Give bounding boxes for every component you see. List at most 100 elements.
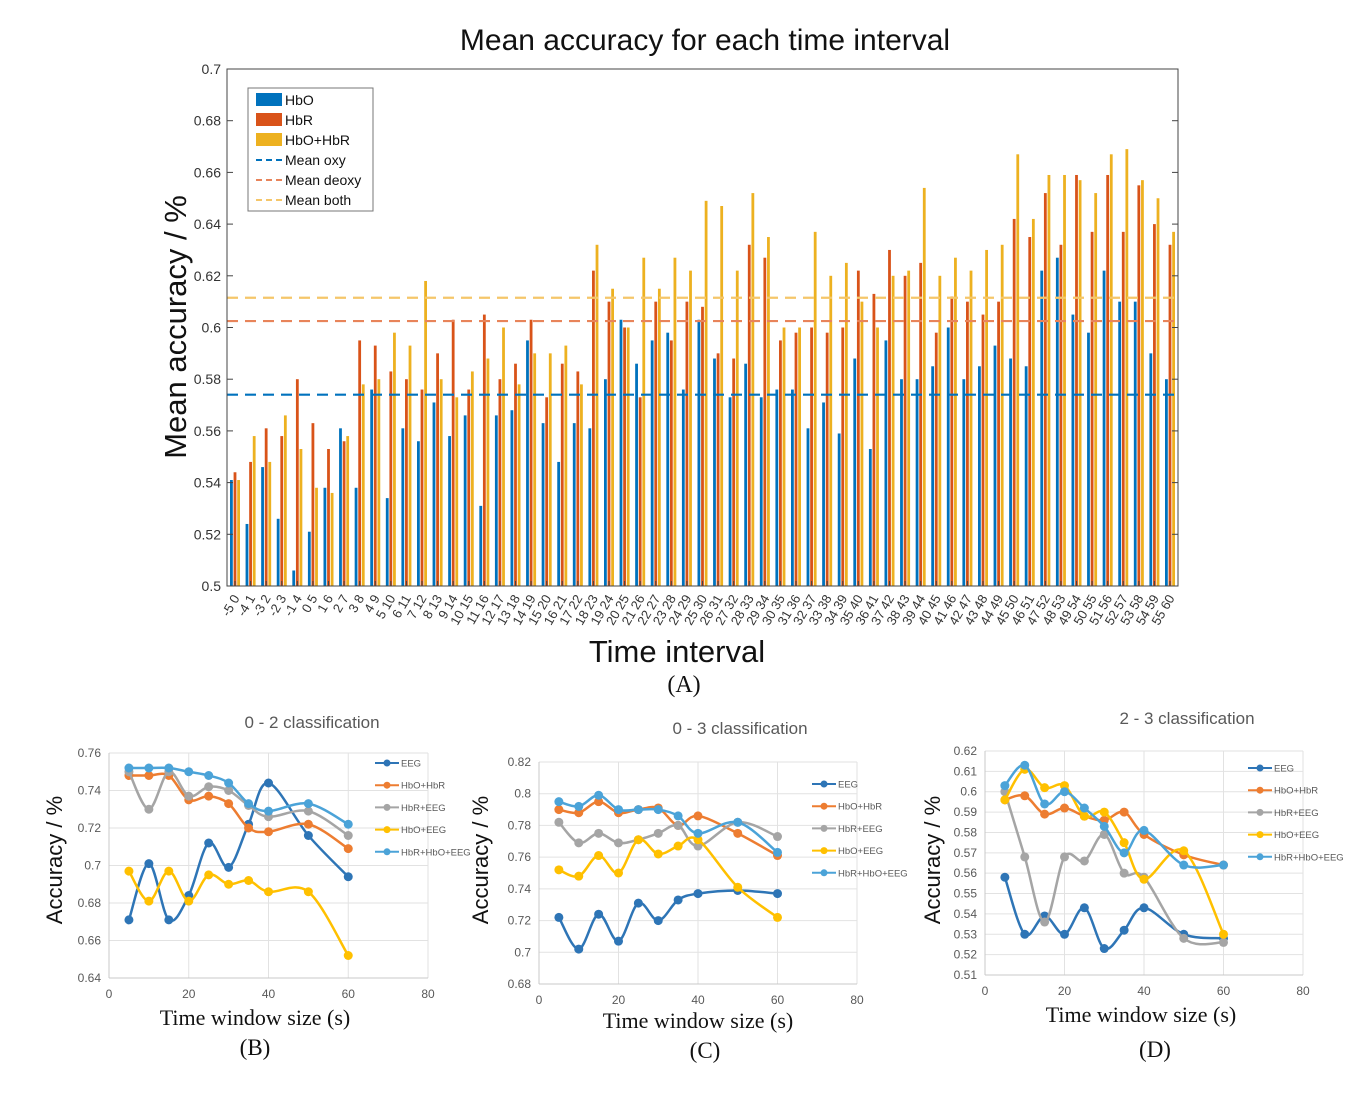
data-point	[303, 887, 313, 897]
data-point	[1099, 821, 1109, 831]
bar	[339, 428, 342, 586]
bar	[907, 270, 911, 586]
bar	[1125, 149, 1129, 586]
bar	[1090, 231, 1094, 587]
bar	[436, 353, 439, 586]
x-tick-label: 0	[982, 984, 989, 998]
y-tick-label: 0.51	[954, 968, 978, 982]
bar	[716, 353, 720, 586]
legend-label: HbR	[285, 112, 313, 128]
bar	[884, 340, 888, 586]
bar	[342, 441, 346, 586]
bar	[323, 487, 327, 586]
bar	[245, 523, 249, 586]
chart-a: Mean accuracy for each time interval 0.5 0…	[158, 24, 1179, 698]
panel-label: (A)	[667, 672, 700, 698]
data-point	[343, 819, 353, 829]
y-tick-label: 0.53	[954, 927, 978, 941]
series-line	[127, 869, 350, 957]
legend-box	[247, 87, 374, 212]
bar	[747, 244, 751, 586]
bar	[249, 461, 252, 586]
data-point	[244, 799, 254, 809]
bar	[1133, 301, 1137, 586]
bar	[517, 384, 521, 586]
bar	[997, 301, 1000, 586]
data-point	[1079, 811, 1089, 821]
y-axis-label: Accuracy / %	[920, 796, 945, 924]
bar	[626, 327, 630, 586]
data-point	[184, 791, 194, 801]
bar	[560, 363, 564, 586]
data-point	[1119, 868, 1129, 878]
y-tick-label: 0.74	[508, 882, 532, 896]
y-tick-label: 0.82	[508, 755, 532, 769]
bar	[806, 428, 810, 586]
y-axis-label: Accuracy / %	[468, 796, 493, 924]
bar	[915, 379, 919, 586]
y-tick-label: 0.76	[508, 850, 532, 864]
data-point	[733, 882, 743, 892]
data-point	[673, 841, 683, 851]
bar	[903, 275, 907, 586]
data-point	[184, 896, 194, 906]
series-line	[558, 836, 779, 919]
bar	[432, 402, 436, 586]
x-axis-label: Time interval	[589, 634, 765, 669]
legend-marker	[820, 824, 828, 832]
data-point	[144, 763, 154, 773]
bar	[315, 487, 318, 586]
data-point	[1119, 925, 1129, 935]
data-point	[1079, 803, 1089, 813]
data-point	[343, 831, 353, 840]
bar	[327, 448, 330, 586]
bar	[825, 332, 829, 586]
bar	[408, 345, 412, 586]
bar	[576, 371, 580, 586]
bar	[685, 301, 689, 586]
data-point	[653, 916, 663, 926]
series-line	[1003, 763, 1224, 869]
bar	[868, 448, 872, 586]
data-point	[614, 868, 623, 878]
bar	[666, 332, 670, 586]
y-tick-label: 0.8	[514, 787, 531, 801]
data-point	[144, 804, 154, 814]
data-point	[574, 944, 584, 954]
line-series-eeg	[1000, 872, 1228, 954]
data-point	[554, 865, 564, 875]
data-point	[1040, 917, 1050, 927]
line-series-hbo-hbr	[1000, 791, 1228, 870]
data-point	[1060, 852, 1069, 862]
data-point	[144, 859, 154, 869]
bar	[268, 461, 272, 586]
data-point	[1219, 937, 1228, 947]
bar	[463, 415, 467, 586]
bar	[479, 505, 483, 586]
bar-series-hbr	[233, 174, 1172, 587]
x-tick-label: 60	[342, 987, 356, 1001]
series-line	[557, 889, 778, 951]
bar	[592, 270, 595, 586]
data-point	[224, 786, 234, 795]
bar	[533, 353, 537, 586]
bar	[252, 436, 256, 586]
bar	[860, 301, 864, 586]
bar	[794, 332, 798, 586]
bar	[654, 301, 658, 586]
data-point	[554, 805, 564, 815]
legend-marker	[1256, 808, 1264, 816]
legend-label: Mean deoxy	[285, 172, 361, 188]
bar	[767, 237, 770, 586]
data-point	[343, 844, 353, 854]
data-point	[594, 797, 604, 807]
data-point	[773, 889, 782, 899]
data-point	[1119, 807, 1129, 817]
x-tick-label: 40	[1137, 984, 1151, 998]
bar	[1078, 180, 1082, 586]
data-point	[1099, 829, 1109, 839]
bar	[763, 257, 767, 586]
data-point	[633, 898, 643, 908]
data-point	[204, 771, 214, 780]
